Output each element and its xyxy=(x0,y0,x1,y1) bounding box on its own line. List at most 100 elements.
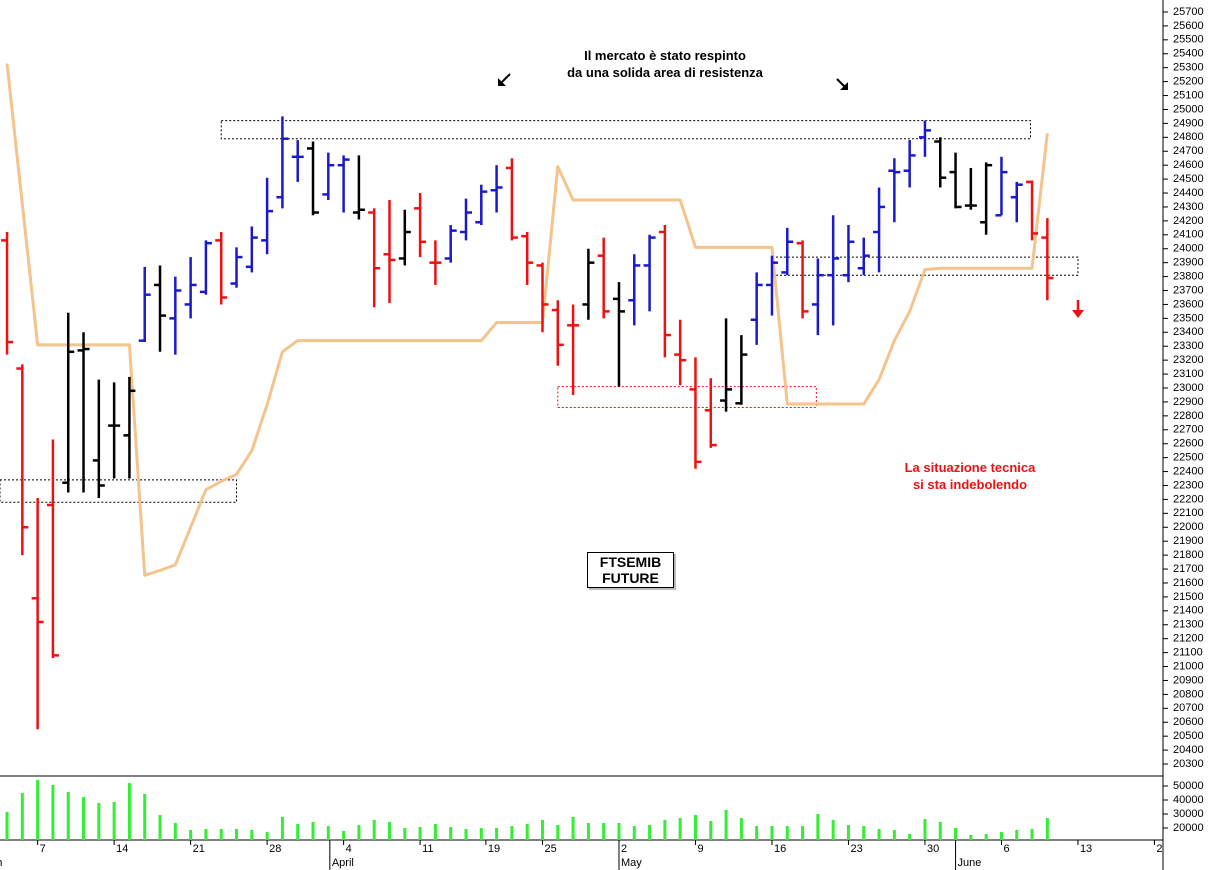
y-tick-label: 24800 xyxy=(1173,131,1204,143)
y-tick-label: 24200 xyxy=(1173,215,1204,227)
volume-bar xyxy=(739,818,743,840)
y-tick-label: 23500 xyxy=(1173,312,1204,324)
volume-bar xyxy=(51,785,55,840)
y-tick-label: 25100 xyxy=(1173,89,1204,101)
x-tick-label: 21 xyxy=(193,843,205,855)
volume-bar xyxy=(433,823,437,840)
volume-bar xyxy=(556,825,560,840)
volume-bar xyxy=(540,820,544,840)
trend-line xyxy=(5,63,1049,577)
volume-bar xyxy=(403,827,407,840)
y-tick-label: 21900 xyxy=(1173,535,1204,547)
volume-bar xyxy=(923,819,927,840)
volume-bar xyxy=(311,821,315,840)
x-tick-label: 30 xyxy=(927,843,939,855)
y-tick-label: 21100 xyxy=(1173,647,1203,659)
x-tick-label: 23 xyxy=(850,843,862,855)
volume-tick-label: 20000 xyxy=(1173,822,1204,834)
y-tick-label: 22400 xyxy=(1173,465,1204,477)
volume-bar xyxy=(5,812,9,840)
volume-bar xyxy=(342,830,346,840)
volume-bar xyxy=(862,826,866,840)
annotation: La situazione tecnica si sta indebolendo xyxy=(880,459,1060,493)
volume-bar xyxy=(816,813,820,840)
volume-bar xyxy=(464,828,468,840)
volume-bar xyxy=(846,825,850,840)
volume-bar xyxy=(97,802,101,840)
x-tick-label: 7 xyxy=(40,843,46,855)
y-tick-label: 21300 xyxy=(1173,619,1204,631)
arrow xyxy=(836,78,848,90)
volume-bar xyxy=(984,834,988,840)
annotation-line: si sta indebolendo xyxy=(912,477,1028,492)
y-tick-label: 24500 xyxy=(1173,173,1204,185)
volume-bar xyxy=(1015,829,1019,840)
volume-bar xyxy=(724,809,728,840)
y-tick-label: 21200 xyxy=(1173,633,1204,645)
x-tick-label: 2 xyxy=(621,843,627,855)
volume-bar xyxy=(418,827,422,840)
y-tick-label: 22700 xyxy=(1173,424,1204,436)
arrow xyxy=(498,73,511,86)
volume-bar xyxy=(571,816,575,840)
volume-bar xyxy=(265,832,269,840)
y-tick-label: 24400 xyxy=(1173,187,1204,199)
volume-bar xyxy=(954,827,958,840)
month-label: ch xyxy=(0,857,2,869)
volume-tick-label: 50000 xyxy=(1173,780,1204,792)
volume-bar xyxy=(495,827,499,840)
price-zone xyxy=(220,120,1032,140)
volume-bar xyxy=(158,814,162,840)
volume-tick-label: 30000 xyxy=(1173,808,1204,820)
y-tick-label: 23100 xyxy=(1173,368,1204,380)
volume-bar xyxy=(586,822,590,840)
y-tick-label: 25700 xyxy=(1173,6,1204,18)
y-tick-label: 25500 xyxy=(1173,34,1204,46)
volume-bar xyxy=(755,826,759,840)
volume-bar xyxy=(602,822,606,840)
y-tick-label: 23800 xyxy=(1173,270,1204,282)
price-zone xyxy=(771,256,1079,276)
y-tick-label: 25300 xyxy=(1173,62,1204,74)
y-tick-label: 23000 xyxy=(1173,382,1204,394)
annotation-line: Il mercato è stato respinto xyxy=(584,48,746,63)
volume-bar xyxy=(479,827,483,840)
volume-tick-label: 40000 xyxy=(1173,794,1204,806)
month-label: April xyxy=(332,857,354,869)
x-tick-label: 2 xyxy=(1156,843,1162,855)
y-tick-label: 23900 xyxy=(1173,257,1204,269)
y-tick-label: 24700 xyxy=(1173,145,1204,157)
down-arrow xyxy=(1072,300,1084,318)
y-tick-label: 25600 xyxy=(1173,20,1204,32)
price-zone xyxy=(557,386,817,408)
y-tick-label: 23200 xyxy=(1173,354,1204,366)
volume-bar xyxy=(189,829,193,840)
volume-bar xyxy=(632,826,636,840)
x-tick-label: 25 xyxy=(544,843,556,855)
y-tick-label: 21700 xyxy=(1173,563,1204,575)
volume-bar xyxy=(770,826,774,840)
y-tick-label: 25400 xyxy=(1173,48,1204,60)
volume-bar xyxy=(250,829,254,840)
y-tick-label: 20400 xyxy=(1173,744,1204,756)
volume-bar xyxy=(525,823,529,840)
volume-bar xyxy=(908,834,912,840)
volume-bar xyxy=(388,821,392,840)
volume-bar xyxy=(678,818,682,840)
y-tick-label: 23700 xyxy=(1173,284,1204,296)
instrument-label: FTSEMIB FUTURE xyxy=(587,552,674,588)
annotation: Il mercato è stato respinto da una solid… xyxy=(565,47,765,81)
y-tick-label: 24300 xyxy=(1173,201,1204,213)
volume-bar xyxy=(296,823,300,840)
x-tick-label: 4 xyxy=(346,843,352,855)
y-tick-label: 22600 xyxy=(1173,438,1204,450)
y-tick-label: 20900 xyxy=(1173,674,1204,686)
volume-bar xyxy=(143,793,147,840)
volume-bar xyxy=(219,828,223,840)
y-tick-label: 21500 xyxy=(1173,591,1204,603)
y-tick-label: 22200 xyxy=(1173,493,1204,505)
y-tick-label: 24900 xyxy=(1173,117,1204,129)
y-tick-label: 24600 xyxy=(1173,159,1204,171)
